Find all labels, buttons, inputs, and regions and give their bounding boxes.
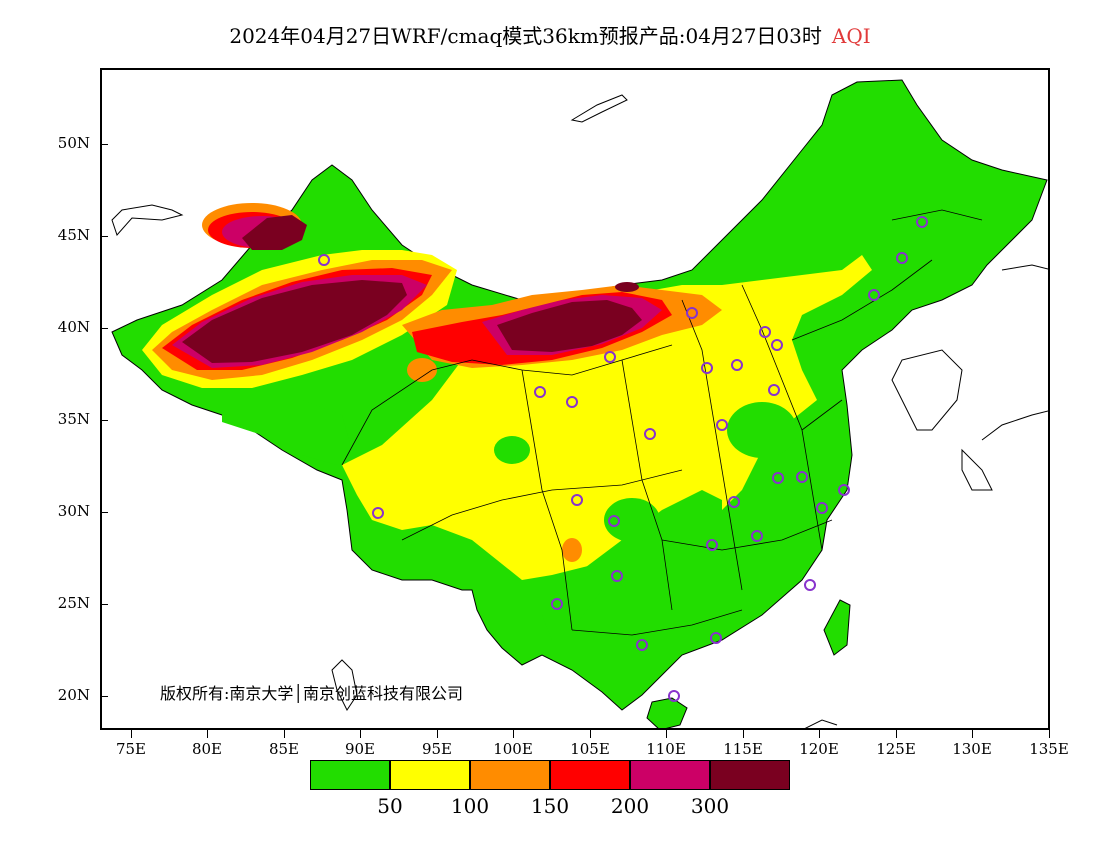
- lat-tick: [100, 420, 108, 421]
- neighbor-outlines: [111, 94, 1048, 728]
- lat-label-20n: 20N: [57, 686, 90, 704]
- zone-orange-patch-2: [562, 538, 582, 562]
- province-boundaries: [341, 209, 983, 636]
- title-text: 2024年04月27日WRF/cmaq模式36km预报产品:04月27日03时: [229, 24, 822, 48]
- lon-tick: [513, 730, 514, 738]
- lon-label-105e: 105E: [570, 740, 610, 758]
- zone-green-patch-3: [494, 436, 530, 464]
- lon-label-100e: 100E: [493, 740, 533, 758]
- legend-bin-6: [710, 760, 790, 790]
- lon-label-135e: 135E: [1029, 740, 1069, 758]
- station-markers: [318, 216, 928, 702]
- lat-label-30n: 30N: [57, 502, 90, 520]
- lon-label-95e: 95E: [421, 740, 453, 758]
- legend-label-200: 200: [610, 794, 650, 818]
- legend-label-150: 150: [530, 794, 570, 818]
- lon-label-80e: 80E: [191, 740, 223, 758]
- lat-label-35n: 35N: [57, 410, 90, 428]
- zone-green-patch-2: [604, 498, 660, 542]
- lat-tick: [100, 144, 108, 145]
- lat-label-40n: 40N: [57, 318, 90, 336]
- lat-label-50n: 50N: [57, 134, 90, 152]
- lon-tick: [819, 730, 820, 738]
- map-panel: [100, 68, 1050, 730]
- zone-yellow: [342, 255, 872, 580]
- legend-bin-2: [390, 760, 470, 790]
- lon-tick: [437, 730, 438, 738]
- legend-bin-4: [550, 760, 630, 790]
- lon-label-75e: 75E: [115, 740, 147, 758]
- lon-label-120e: 120E: [799, 740, 839, 758]
- lon-tick: [1049, 730, 1050, 738]
- taiwan-island: [823, 599, 851, 656]
- lat-tick: [100, 328, 108, 329]
- lon-label-125e: 125E: [876, 740, 916, 758]
- hainan-island: [646, 697, 688, 728]
- lat-tick: [100, 604, 108, 605]
- zone-maroon-dzungaria: [242, 215, 307, 250]
- zone-green-south: [542, 490, 722, 640]
- zone-green-tibet: [222, 400, 352, 465]
- lat-tick: [100, 696, 108, 697]
- lon-tick: [666, 730, 667, 738]
- lon-tick: [131, 730, 132, 738]
- legend-label-300: 300: [690, 794, 730, 818]
- legend-bin-3: [470, 760, 550, 790]
- zone-maroon-north: [497, 300, 642, 352]
- variable-label: AQI: [831, 24, 871, 48]
- legend-bin-5: [630, 760, 710, 790]
- zone-maroon-taklamakan: [182, 280, 407, 363]
- aqi-map: [102, 70, 1048, 728]
- legend-label-100: 100: [450, 794, 490, 818]
- zone-maroon-patch: [615, 282, 639, 292]
- lon-label-85e: 85E: [268, 740, 300, 758]
- lon-tick: [972, 730, 973, 738]
- zone-orange-patch-3: [407, 358, 437, 382]
- lon-tick: [360, 730, 361, 738]
- zone-green-patch-1: [727, 402, 797, 458]
- lon-tick: [284, 730, 285, 738]
- lon-tick: [896, 730, 897, 738]
- copyright-text: 版权所有:南京大学│南京创蓝科技有限公司: [160, 684, 464, 703]
- lon-label-130e: 130E: [952, 740, 992, 758]
- legend-label-50: 50: [377, 794, 403, 818]
- lon-tick: [743, 730, 744, 738]
- lon-label-110e: 110E: [646, 740, 686, 758]
- lat-label-25n: 25N: [57, 594, 90, 612]
- page-title: 2024年04月27日WRF/cmaq模式36km预报产品:04月27日03时 A…: [0, 20, 1100, 49]
- lat-tick: [100, 236, 108, 237]
- lon-label-115e: 115E: [723, 740, 763, 758]
- lat-label-45n: 45N: [57, 226, 90, 244]
- lon-tick: [207, 730, 208, 738]
- lat-tick: [100, 512, 108, 513]
- lon-label-90e: 90E: [344, 740, 376, 758]
- legend-bin-1: [310, 760, 390, 790]
- lon-tick: [590, 730, 591, 738]
